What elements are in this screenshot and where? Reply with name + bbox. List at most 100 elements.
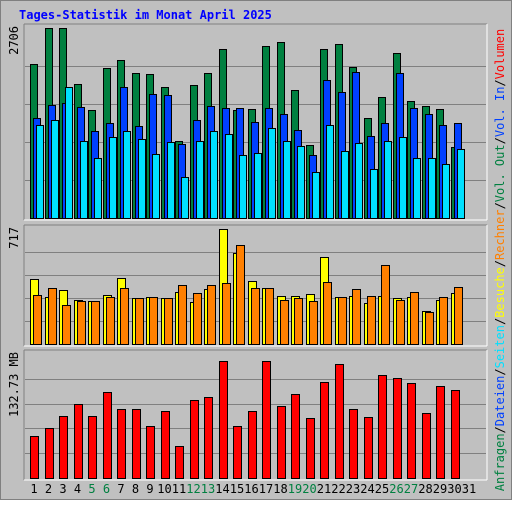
bar-seiten-day-14	[225, 134, 233, 219]
bar-volumen-day-13	[204, 397, 213, 479]
right-label-part-1: /	[493, 426, 507, 433]
x-tick-day-4: 4	[74, 482, 81, 496]
x-tick-day-28: 28	[418, 482, 432, 496]
bar-seiten-day-17	[268, 128, 276, 219]
bar-volumen-day-20	[306, 418, 315, 479]
bar-rechner-day-1	[33, 295, 42, 345]
x-tick-day-20: 20	[302, 482, 316, 496]
x-tick-day-1: 1	[30, 482, 37, 496]
bar-volumen-day-9	[146, 426, 155, 479]
bar-rechner-day-8	[135, 298, 144, 345]
bar-seiten-day-28	[428, 158, 436, 219]
x-axis-day-labels: 1 2 3 4 5 6 7 8 9 10 11 12 13 14 15 16 17 18 19 20 21 22 23 24 2…	[30, 482, 476, 496]
bar-seiten-day-20	[312, 172, 320, 219]
right-label-part-14: Volumen	[493, 29, 507, 80]
x-tick-day-31: 31	[462, 482, 476, 496]
bar-rechner-day-6	[106, 297, 115, 345]
bar-seiten-day-30	[457, 149, 465, 219]
bar-rechner-day-15	[236, 245, 245, 345]
x-tick-day-11: 11	[172, 482, 186, 496]
panel-volume: 132.73 MB	[7, 349, 488, 481]
bar-seiten-day-16	[254, 153, 262, 219]
x-tick-day-2: 2	[45, 482, 52, 496]
bar-rechner-day-19	[294, 298, 303, 345]
x-tick-day-21: 21	[317, 482, 331, 496]
bar-seiten-day-19	[297, 146, 305, 219]
right-label-part-10: Vol. Out	[493, 144, 507, 202]
x-tick-day-18: 18	[273, 482, 287, 496]
chart-title: Tages-Statistik im Monat April 2025	[19, 8, 272, 22]
right-label-part-5: /	[493, 318, 507, 325]
panel-max-label: 2706	[7, 26, 21, 55]
x-tick-day-9: 9	[146, 482, 153, 496]
bar-seiten-day-23	[355, 143, 363, 219]
bar-volumen-day-17	[262, 361, 271, 479]
bar-rechner-day-26	[396, 300, 405, 345]
bar-rechner-day-25	[381, 265, 390, 345]
bar-rechner-day-24	[367, 296, 376, 345]
x-tick-day-27: 27	[404, 482, 418, 496]
x-tick-day-6: 6	[103, 482, 110, 496]
bar-rechner-day-30	[454, 287, 463, 345]
bar-seiten-day-10	[167, 142, 175, 219]
panel-requests: 2706	[7, 23, 488, 221]
bar-rechner-day-13	[207, 285, 216, 345]
bar-volumen-day-10	[161, 411, 170, 479]
bar-seiten-day-4	[80, 141, 88, 219]
bar-volumen-day-25	[378, 375, 387, 479]
bar-volumen-day-6	[103, 392, 112, 479]
bar-volumen-day-8	[132, 409, 141, 479]
bar-seiten-day-25	[384, 141, 392, 219]
bar-rechner-day-14	[222, 283, 231, 345]
right-label-part-4: Seiten	[493, 325, 507, 368]
bar-volumen-day-5	[88, 416, 97, 479]
x-tick-day-23: 23	[346, 482, 360, 496]
x-tick-day-24: 24	[360, 482, 374, 496]
bar-rechner-day-4	[77, 301, 86, 345]
bar-volumen-day-21	[320, 382, 329, 479]
bar-volumen-day-19	[291, 394, 300, 479]
bar-seiten-day-9	[152, 154, 160, 219]
bar-seiten-day-1	[36, 125, 44, 219]
bar-volumen-day-26	[393, 378, 402, 479]
right-label-part-7: /	[493, 260, 507, 267]
bar-volumen-day-15	[233, 426, 242, 479]
bar-volumen-day-14	[219, 361, 228, 479]
bar-seiten-day-12	[196, 141, 204, 219]
bar-rechner-day-27	[410, 292, 419, 345]
bar-volumen-day-27	[407, 383, 416, 479]
series-rechner	[33, 245, 463, 345]
bar-seiten-day-6	[109, 137, 117, 219]
x-tick-day-7: 7	[117, 482, 124, 496]
bar-rechner-day-16	[251, 288, 260, 345]
right-label-part-8: Rechner	[493, 209, 507, 260]
right-label-part-12: Vol. In	[493, 87, 507, 138]
right-label-part-0: Anfragen	[493, 433, 507, 491]
bar-seiten-day-5	[94, 158, 102, 219]
panel-max-label: 132.73 MB	[7, 352, 21, 417]
bar-seiten-day-26	[399, 137, 407, 219]
bar-volumen-day-16	[248, 411, 257, 479]
bar-seiten-day-8	[138, 139, 146, 219]
x-tick-day-25: 25	[375, 482, 389, 496]
x-tick-day-14: 14	[215, 482, 229, 496]
bar-seiten-day-13	[210, 131, 218, 219]
bar-rechner-day-28	[425, 312, 434, 345]
bar-seiten-day-22	[341, 151, 349, 219]
right-label-part-6: Besuche	[493, 267, 507, 318]
bar-volumen-day-23	[349, 409, 358, 479]
bar-seiten-day-18	[283, 141, 291, 219]
bar-rechner-day-29	[439, 297, 448, 345]
bar-volumen-day-11	[175, 446, 184, 479]
bar-rechner-day-18	[280, 300, 289, 345]
right-label-part-13: /	[493, 79, 507, 86]
x-tick-day-5: 5	[88, 482, 95, 496]
bar-volumen-day-29	[436, 386, 445, 479]
bar-volumen-day-4	[74, 404, 83, 479]
bar-volumen-day-22	[335, 364, 344, 479]
right-label-part-9: /	[493, 202, 507, 209]
panel-visitors: 717	[7, 224, 488, 347]
bar-rechner-day-23	[352, 289, 361, 345]
bar-rechner-day-21	[323, 282, 332, 345]
bar-seiten-day-2	[51, 120, 59, 219]
